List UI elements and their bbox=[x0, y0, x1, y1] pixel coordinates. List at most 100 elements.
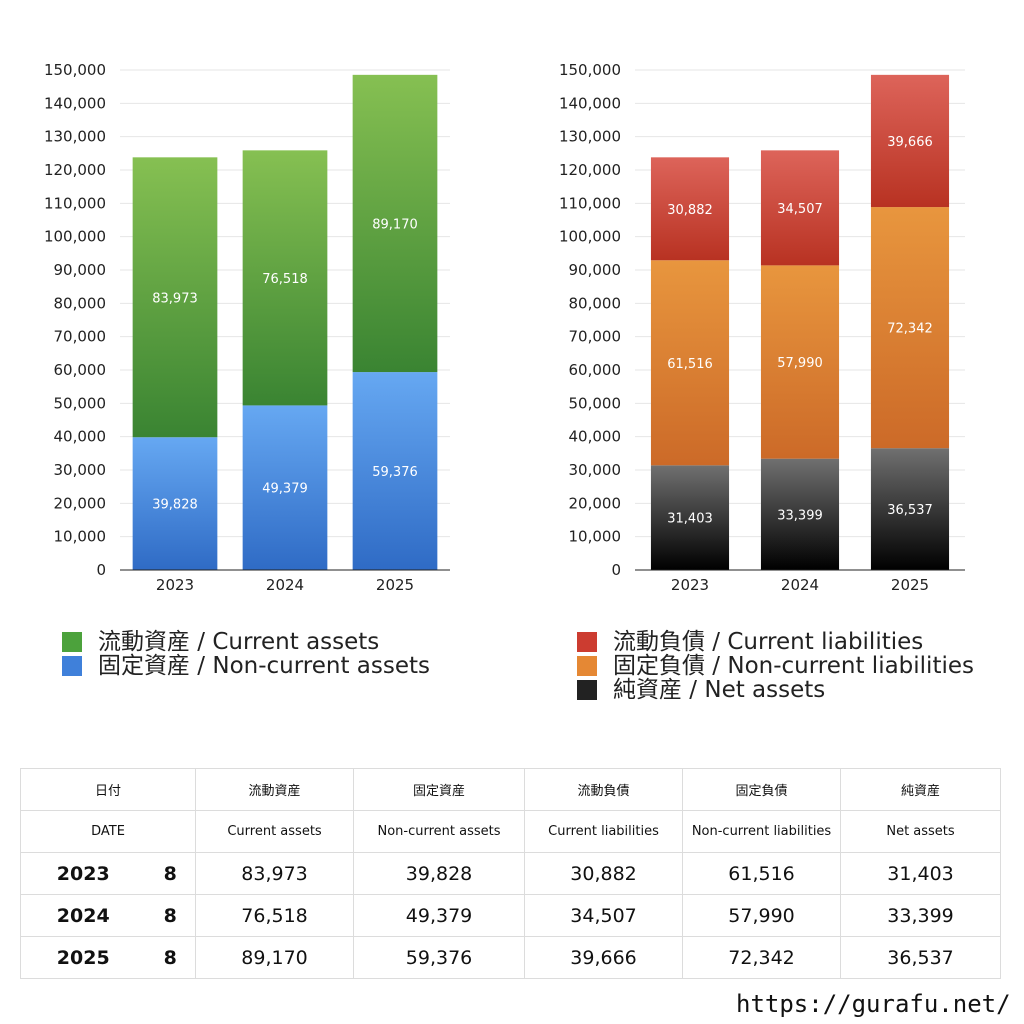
data-label: 36,537 bbox=[887, 503, 933, 518]
legend-item-current-assets: 流動資産 / Current assets bbox=[62, 630, 430, 654]
bar-segment bbox=[242, 405, 328, 570]
y-tick-label: 140,000 bbox=[44, 94, 106, 112]
data-label: 61,516 bbox=[667, 357, 713, 372]
y-tick-label: 150,000 bbox=[559, 61, 621, 79]
legend-swatch bbox=[577, 632, 597, 652]
cell-net-assets: 36,537 bbox=[840, 936, 1002, 979]
legend-swatch bbox=[577, 680, 597, 700]
legend-label: 固定資産 / Non-current assets bbox=[98, 653, 431, 679]
bar-segment bbox=[870, 207, 950, 449]
cell-current-liabilities: 39,666 bbox=[524, 936, 684, 979]
y-tick-label: 20,000 bbox=[569, 494, 622, 512]
row-month: 8 bbox=[145, 852, 197, 895]
y-tick-label: 0 bbox=[611, 561, 621, 579]
data-label: 34,507 bbox=[777, 202, 823, 217]
header-non-current-assets-jp: 固定資産 bbox=[353, 768, 526, 811]
cell-non-current-liabilities: 61,516 bbox=[682, 852, 842, 895]
y-tick-label: 60,000 bbox=[54, 361, 107, 379]
y-tick-label: 100,000 bbox=[559, 228, 621, 246]
data-label: 89,170 bbox=[372, 217, 418, 232]
row-year: 2023 bbox=[20, 852, 146, 895]
cell-net-assets: 33,399 bbox=[840, 894, 1002, 937]
y-tick-label: 100,000 bbox=[44, 228, 106, 246]
data-label: 39,666 bbox=[887, 135, 933, 150]
y-tick-label: 150,000 bbox=[44, 61, 106, 79]
row-month: 8 bbox=[145, 894, 197, 937]
y-tick-label: 20,000 bbox=[54, 494, 107, 512]
legend-swatch bbox=[62, 656, 82, 676]
header-current-liabilities-en: Current liabilities bbox=[524, 810, 684, 853]
cell-non-current-assets: 59,376 bbox=[353, 936, 526, 979]
bar-segment bbox=[760, 150, 840, 266]
table-row: 2023 8 83,973 39,828 30,882 61,516 31,40… bbox=[20, 852, 1002, 895]
cell-current-assets: 89,170 bbox=[195, 936, 355, 979]
liabilities-chart: 0 10,000 20,000 30,000 40,000 50,000 60,000 70,… bbox=[559, 61, 965, 594]
bar-segment bbox=[352, 372, 438, 570]
cell-net-assets: 31,403 bbox=[840, 852, 1002, 895]
cell-non-current-liabilities: 72,342 bbox=[682, 936, 842, 979]
data-label: 39,828 bbox=[152, 498, 198, 513]
bar-segment bbox=[650, 157, 730, 261]
data-label: 33,399 bbox=[777, 508, 823, 523]
bar-segment bbox=[242, 150, 328, 406]
header-net-assets-en: Net assets bbox=[840, 810, 1002, 853]
legend-item-net-assets: 純資産 / Net assets bbox=[577, 678, 974, 702]
y-tick-label: 80,000 bbox=[54, 294, 107, 312]
legend-swatch bbox=[62, 632, 82, 652]
bar-segment bbox=[132, 437, 218, 570]
bar-segment bbox=[760, 458, 840, 570]
bar-segment bbox=[870, 74, 950, 208]
data-label: 57,990 bbox=[777, 356, 823, 371]
cell-non-current-liabilities: 57,990 bbox=[682, 894, 842, 937]
data-label: 72,342 bbox=[887, 322, 933, 337]
legend-label: 流動負債 / Current liabilities bbox=[613, 629, 924, 655]
data-label: 83,973 bbox=[152, 291, 198, 306]
y-tick-label: 30,000 bbox=[54, 461, 107, 479]
data-label: 76,518 bbox=[262, 272, 308, 287]
table-header-row-en: DATE Current assets Non-current assets C… bbox=[19, 810, 1002, 853]
row-year: 2024 bbox=[20, 894, 146, 937]
y-tick-label: 10,000 bbox=[54, 528, 107, 546]
y-tick-label: 40,000 bbox=[54, 428, 107, 446]
y-tick-label: 10,000 bbox=[569, 528, 622, 546]
y-tick-label: 50,000 bbox=[569, 394, 622, 412]
y-tick-label: 110,000 bbox=[559, 194, 621, 212]
header-date-en: DATE bbox=[19, 810, 197, 853]
cell-current-liabilities: 34,507 bbox=[524, 894, 684, 937]
y-tick-label: 70,000 bbox=[569, 328, 622, 346]
x-tick-label: 2023 bbox=[671, 576, 709, 594]
header-net-assets-jp: 純資産 bbox=[840, 768, 1002, 811]
y-tick-label: 130,000 bbox=[44, 128, 106, 146]
bar-segment bbox=[352, 74, 438, 373]
legend-label: 固定負債 / Non-current liabilities bbox=[613, 653, 974, 679]
header-non-current-assets-en: Non-current assets bbox=[353, 810, 526, 853]
data-table: 日付 流動資産 固定資産 流動負債 固定負債 純資産 DATE Current … bbox=[19, 768, 1002, 979]
y-tick-label: 0 bbox=[96, 561, 106, 579]
cell-non-current-assets: 49,379 bbox=[353, 894, 526, 937]
data-label: 59,376 bbox=[372, 465, 418, 480]
table-row: 2024 8 76,518 49,379 34,507 57,990 33,39… bbox=[20, 894, 1002, 937]
table-header-row-jp: 日付 流動資産 固定資産 流動負債 固定負債 純資産 bbox=[19, 768, 1002, 811]
y-tick-label: 140,000 bbox=[559, 94, 621, 112]
cell-non-current-assets: 39,828 bbox=[353, 852, 526, 895]
y-tick-label: 60,000 bbox=[569, 361, 622, 379]
y-tick-label: 120,000 bbox=[559, 161, 621, 179]
header-non-current-liabilities-en: Non-current liabilities bbox=[682, 810, 842, 853]
bar-segment bbox=[870, 448, 950, 570]
y-tick-label: 120,000 bbox=[44, 161, 106, 179]
header-current-liabilities-jp: 流動負債 bbox=[524, 768, 684, 811]
liabilities-legend: 流動負債 / Current liabilities 固定負債 / Non-cu… bbox=[577, 630, 974, 702]
site-url[interactable]: https://gurafu.net/ bbox=[736, 990, 1011, 1018]
x-tick-label: 2023 bbox=[156, 576, 194, 594]
data-label: 30,882 bbox=[667, 203, 713, 218]
y-tick-label: 30,000 bbox=[569, 461, 622, 479]
y-tick-label: 90,000 bbox=[54, 261, 107, 279]
header-non-current-liabilities-jp: 固定負債 bbox=[682, 768, 842, 811]
cell-current-assets: 76,518 bbox=[195, 894, 355, 937]
legend-label: 純資産 / Net assets bbox=[613, 677, 826, 703]
legend-item-non-current-liabilities: 固定負債 / Non-current liabilities bbox=[577, 654, 974, 678]
y-tick-label: 40,000 bbox=[569, 428, 622, 446]
cell-current-assets: 83,973 bbox=[195, 852, 355, 895]
bar-segment bbox=[650, 465, 730, 570]
data-label: 31,403 bbox=[667, 512, 713, 527]
